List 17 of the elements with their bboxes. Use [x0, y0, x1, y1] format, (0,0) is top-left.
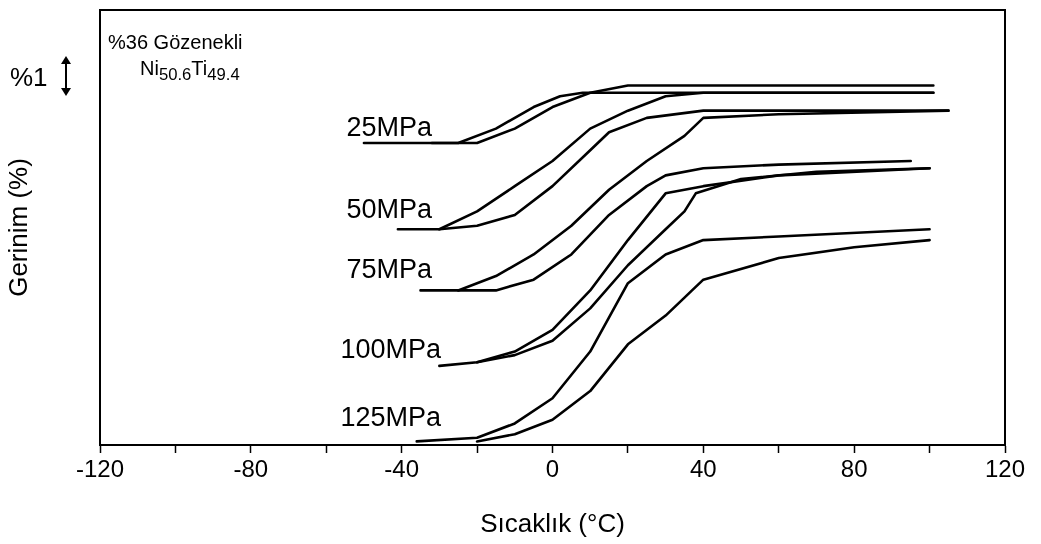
annotation: 75MPa — [346, 254, 432, 284]
x-tick-label: 0 — [545, 455, 560, 483]
text: %36 Gözenekli — [108, 31, 243, 53]
x-tick-label: 80 — [840, 455, 868, 483]
x-tick-label: 40 — [689, 455, 717, 483]
annotation: 125MPa — [340, 402, 441, 432]
annotation: 100MPa — [340, 334, 441, 364]
x-axis-title: Sıcaklık (°C) — [480, 507, 625, 538]
x-tick-label: 120 — [984, 455, 1026, 483]
annotation: 50MPa — [346, 194, 432, 224]
x-tick-label: -80 — [233, 455, 269, 483]
x-tick-label: -40 — [384, 455, 420, 483]
text: Ni$_{50.6}$Ti$_{49.4}$ — [140, 57, 240, 84]
y-axis-title: Gerinim (%) — [2, 158, 33, 297]
annotation: 25MPa — [346, 112, 432, 142]
text: %1 — [10, 62, 48, 92]
x-tick-label: -120 — [75, 455, 125, 483]
